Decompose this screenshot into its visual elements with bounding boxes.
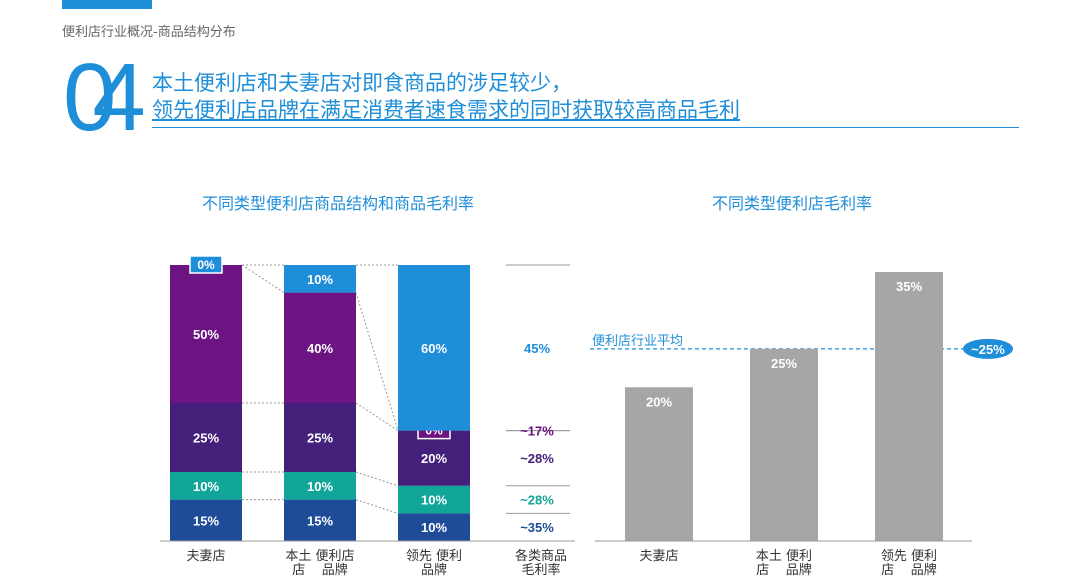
right-x-label-line2: 店 品牌 — [881, 563, 937, 578]
zero-segment-label: 0% — [197, 258, 215, 272]
margin-column-label-line1: 各类商品 — [514, 549, 567, 564]
bar-segment — [398, 265, 470, 431]
bar-segment — [170, 472, 242, 500]
bar-segment — [284, 403, 356, 472]
margin-value-label: ~28% — [520, 451, 554, 466]
margin-value-label: ~17% — [520, 424, 554, 439]
right-x-label-line1: 夫妻店 — [639, 549, 679, 564]
bar-segment — [398, 430, 470, 486]
headline-underline — [152, 127, 1019, 128]
industry-average-badge — [963, 338, 1013, 359]
segment-label: 25% — [193, 431, 219, 446]
margin-bar-label: 35% — [896, 279, 922, 294]
segment-label: 10% — [307, 272, 333, 287]
right-x-label: 夫妻店 — [615, 550, 703, 564]
headline-line-1: 本土便利店和夫妻店对即食商品的涉足较少， — [152, 71, 572, 95]
margin-bar — [875, 272, 943, 541]
margin-bar-chart: 便利店行业平均 20% 25% 35% ~25% — [590, 272, 1013, 542]
margin-bar — [625, 387, 693, 541]
industry-average-badge-label: ~25% — [971, 342, 1005, 357]
right-x-label-line1: 本土 便利 — [755, 549, 813, 564]
connector-line — [355, 292, 399, 431]
bar-segment — [284, 292, 356, 403]
connector-line — [241, 264, 285, 294]
headline: 本土便利店和夫妻店对即食商品的涉足较少， 领先便利店品牌在满足消费者速食需求的同… — [152, 70, 740, 124]
right-x-label: 领先 便利店 品牌 — [865, 550, 953, 578]
stacked-structure-chart: 15%15%10%10%10%10%25%25%20%50%40%0%0%10%… — [160, 255, 575, 542]
left-chart-title: 不同类型便利店商品结构和商品毛利率 — [202, 194, 475, 213]
segment-label: 50% — [193, 327, 219, 342]
segment-label: 10% — [193, 479, 219, 494]
right-x-label: 本土 便利店 品牌 — [740, 550, 828, 578]
zero-segment-box — [189, 255, 223, 274]
bar-segment — [398, 513, 470, 541]
segment-label: 20% — [421, 451, 447, 466]
connector-line — [355, 499, 399, 514]
bar-segment — [170, 265, 242, 403]
right-chart-title: 不同类型便利店毛利率 — [712, 194, 873, 213]
bar-segment — [398, 485, 470, 514]
margin-value-label: 45% — [524, 341, 550, 356]
left-x-label-line1: 夫妻店 — [186, 549, 226, 564]
segment-label: 10% — [307, 479, 333, 494]
margin-value-label: ~35% — [520, 520, 554, 535]
section-number: 04 — [66, 46, 162, 138]
margin-bar — [750, 348, 818, 541]
left-x-label-line1: 本土 便利店 — [285, 549, 355, 564]
segment-label: 40% — [307, 341, 333, 356]
margin-column-label: 各类商品 毛利率 — [501, 550, 581, 578]
margin-bar-label: 20% — [646, 394, 672, 409]
header-accent-bar — [62, 0, 152, 9]
left-x-label: 夫妻店 — [160, 550, 252, 564]
breadcrumb: 便利店行业概况-商品结构分布 — [62, 25, 236, 40]
segment-label: 10% — [421, 493, 447, 508]
segment-label: 10% — [421, 520, 447, 535]
bar-segment — [170, 499, 242, 541]
industry-average-label: 便利店行业平均 — [592, 333, 683, 348]
left-x-label-line2: 品牌 — [420, 563, 447, 578]
segment-label: 15% — [307, 513, 333, 528]
right-x-label-line1: 领先 便利 — [880, 549, 938, 564]
headline-line-2: 领先便利店品牌在满足消费者速食需求的同时获取较高商品毛利 — [152, 98, 740, 122]
left-x-label-line2: 店 品牌 — [292, 563, 348, 578]
left-x-label-line1: 领先 便利 — [405, 549, 463, 564]
bar-segment — [284, 499, 356, 541]
connector-line — [355, 402, 399, 432]
connector-line — [355, 471, 399, 487]
left-x-label: 领先 便利 品牌 — [388, 550, 480, 578]
segment-label: 15% — [193, 513, 219, 528]
bar-segment — [284, 472, 356, 500]
segment-label: 60% — [421, 341, 447, 356]
left-x-label: 本土 便利店店 品牌 — [274, 550, 366, 578]
margin-value-label: ~28% — [520, 493, 554, 508]
margin-bar-label: 25% — [771, 356, 797, 371]
section-number-text: 04 — [66, 46, 143, 138]
bar-segment — [284, 265, 356, 293]
bar-segment — [170, 403, 242, 472]
segment-label: 25% — [307, 431, 333, 446]
right-x-label-line2: 店 品牌 — [756, 563, 812, 578]
margin-column-label-line2: 毛利率 — [521, 563, 561, 578]
